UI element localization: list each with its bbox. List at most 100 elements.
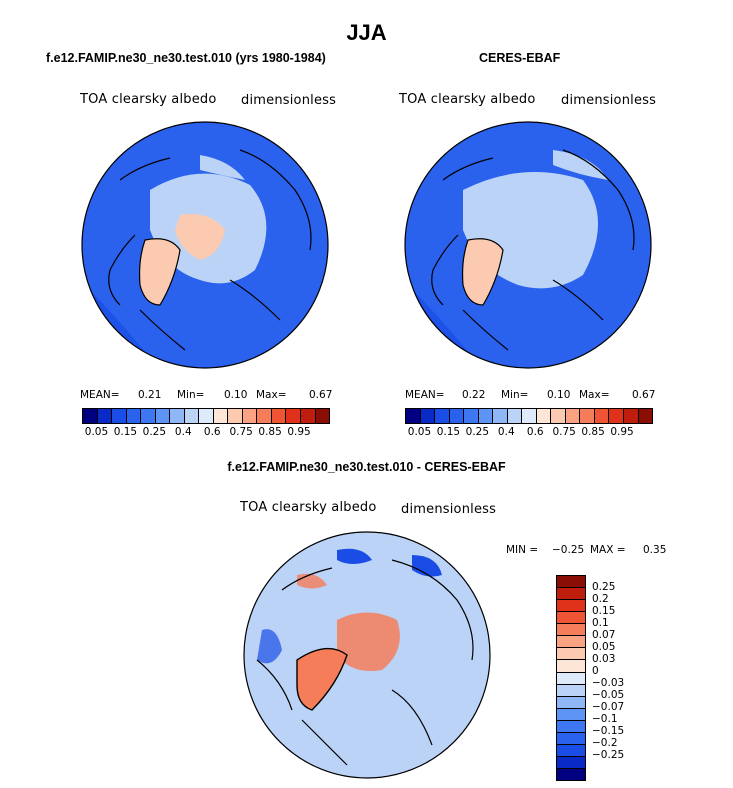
diff-colorbar-swatch [557,600,585,613]
diff-colorbar-tick-label: 0.1 [592,617,609,629]
colorbar-tick-label: 0.05 [407,426,432,438]
obs-siberia-patch [553,150,608,180]
colorbar-tick-label: 0.6 [203,426,221,438]
diff-min-value: −0.25 [552,544,585,556]
model-mean-value: 0.21 [138,389,162,401]
diff-variable-label: TOA clearsky albedo [240,500,377,515]
diff-map-border [243,531,491,779]
colorbar-swatch [83,409,98,423]
diff-polar-map [243,531,491,779]
model-polar-map [81,121,329,369]
obs-max-value: 0.67 [632,389,656,401]
diff-colorbar-tick-label: −0.03 [592,677,625,689]
diff-colorbar [556,575,586,781]
colorbar-swatch [609,409,624,423]
colorbar-swatch [300,409,316,423]
diff-max-value: 0.35 [643,544,667,556]
colorbar-swatch [536,409,552,423]
page-title: JJA [346,20,387,45]
diff-colorbar-swatch [557,720,585,733]
obs-mean-value: 0.22 [462,389,486,401]
colorbar-tick-label: 0.4 [497,426,515,438]
model-units-label: dimensionless [241,93,337,108]
colorbar-swatch [184,409,200,423]
colorbar-swatch [464,409,479,423]
diff-arctic-positive [337,612,400,671]
colorbar-swatch [507,409,523,423]
colorbar-swatch [406,409,421,423]
obs-coastlines [431,149,635,351]
diff-colorbar-tick-label: −0.15 [592,725,625,737]
colorbar-swatch [478,409,494,423]
obs-colorbar-labels: 0.05 0.15 0.25 0.4 0.6 0.75 0.85 0.95 [405,426,651,440]
diff-colorbar-swatch [557,636,585,649]
diff-panel-title: f.e12.FAMIP.ne30_ne30.test.010 - CERES-E… [227,460,506,474]
colorbar-swatch [213,409,229,423]
colorbar-swatch [565,409,581,423]
diff-greenland-coast [296,647,348,711]
model-greenland [139,238,180,305]
obs-colorbar [405,408,653,424]
obs-min-value: 0.10 [547,389,571,401]
diff-colorbar-tick-label: 0 [592,665,599,677]
model-colorbar-labels: 0.05 0.15 0.25 0.4 0.6 0.75 0.85 0.95 [82,426,328,440]
diff-colorbar-tick-label: 0.25 [592,581,616,593]
diff-coastlines [256,559,474,766]
diff-max-label: MAX = [590,544,626,556]
colorbar-swatch [522,409,537,423]
diff-colorbar-swatch [557,660,585,673]
colorbar-swatch [580,409,595,423]
diff-colorbar-tick-label: −0.05 [592,689,625,701]
model-colorbar [82,408,330,424]
colorbar-tick-label: 0.6 [526,426,544,438]
colorbar-swatch [623,409,639,423]
colorbar-swatch [420,409,436,423]
diff-negative-patch-north [337,548,372,564]
colorbar-tick-label: 0.85 [581,426,605,438]
colorbar-swatch [594,409,610,423]
model-coastlines [108,149,312,351]
obs-mean-label: MEAN= [405,389,445,401]
colorbar-swatch [286,409,301,423]
model-arctic-high-albedo [175,214,225,260]
colorbar-swatch [551,409,566,423]
colorbar-swatch [315,409,330,423]
diff-colorbar-swatch [557,612,585,625]
model-min-label: Min= [177,389,205,401]
colorbar-swatch [199,409,214,423]
diff-colorbar-tick-label: −0.25 [592,749,625,761]
colorbar-tick-label: 0.95 [287,426,311,438]
diff-colorbar-swatch [557,744,585,757]
colorbar-swatch [228,409,243,423]
obs-polar-map [404,121,652,369]
obs-max-label: Max= [579,389,610,401]
diff-colorbar-swatch [557,756,585,769]
obs-greenland-coast [461,238,504,306]
colorbar-swatch [155,409,171,423]
colorbar-tick-label: 0.15 [113,426,138,438]
diff-units-label: dimensionless [401,502,497,517]
diff-colorbar-tick-label: 0.03 [592,653,616,665]
colorbar-swatch [435,409,450,423]
diff-colorbar-tick-label: −0.07 [592,701,625,713]
model-panel-title: f.e12.FAMIP.ne30_ne30.test.010 (yrs 1980… [46,51,326,65]
diff-colorbar-swatch [557,684,585,697]
model-greenland-coast [138,238,181,306]
model-min-value: 0.10 [224,389,248,401]
model-variable-label: TOA clearsky albedo [80,92,217,107]
obs-greenland [462,238,503,305]
diff-min-label: MIN = [506,544,539,556]
diff-colorbar-tick-label: 0.07 [592,629,616,641]
colorbar-swatch [112,409,127,423]
diff-colorbar-swatch [557,708,585,721]
diff-colorbar-tick-label: 0.15 [592,605,616,617]
colorbar-swatch [170,409,185,423]
colorbar-swatch [257,409,272,423]
colorbar-tick-label: 0.75 [229,426,253,438]
colorbar-tick-label: 0.95 [610,426,634,438]
diff-colorbar-swatch [557,769,585,781]
model-max-label: Max= [256,389,287,401]
model-max-value: 0.67 [309,389,333,401]
obs-panel-title: CERES-EBAF [479,51,561,65]
diff-colorbar-swatch [557,624,585,637]
